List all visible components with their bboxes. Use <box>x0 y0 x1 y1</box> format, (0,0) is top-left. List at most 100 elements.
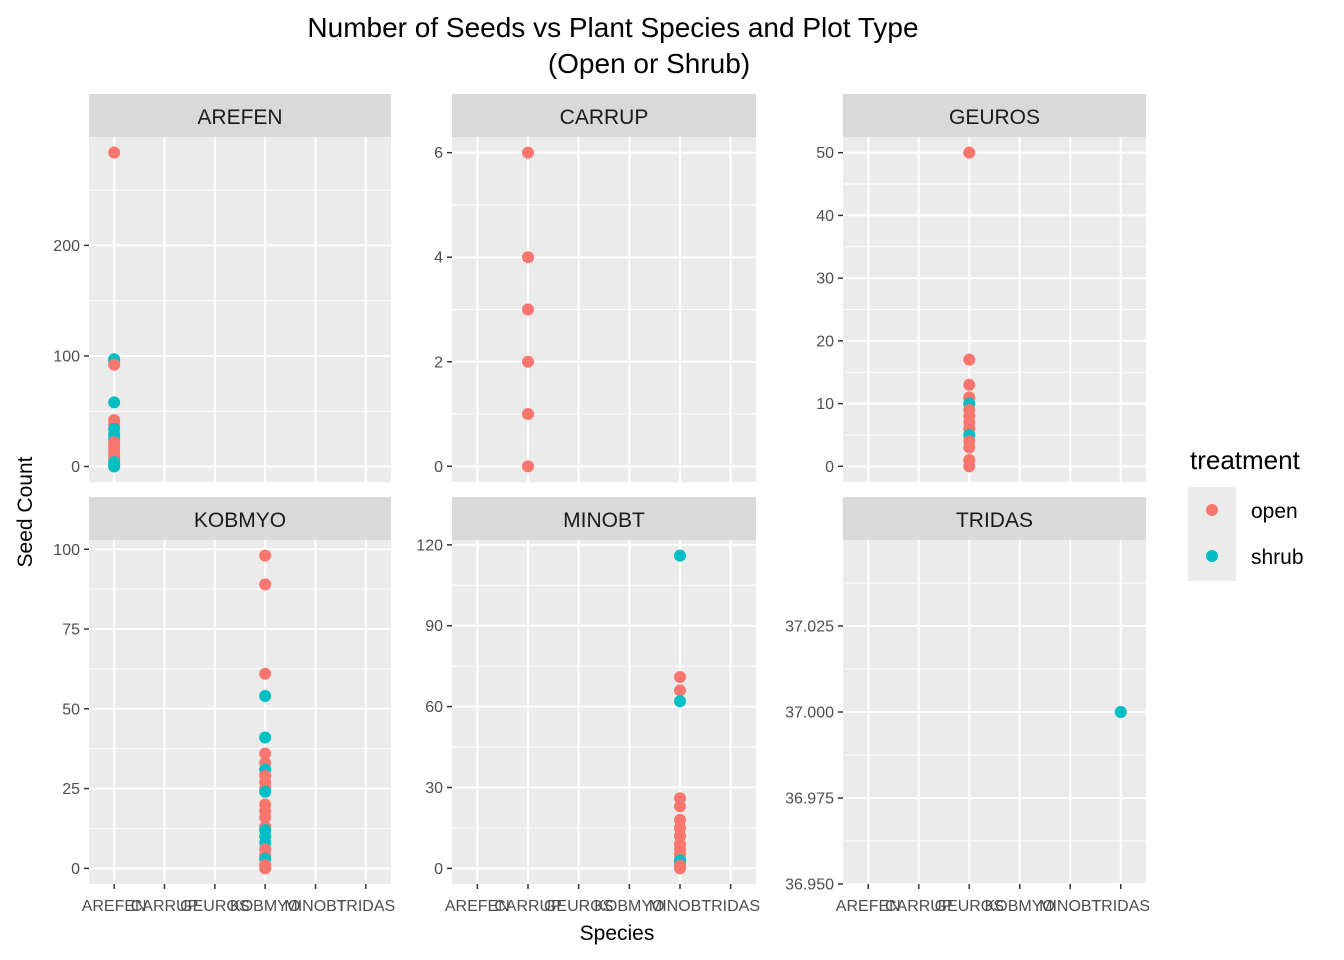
x-axis-title: Species <box>580 922 655 945</box>
y-tick-label: 2 <box>434 354 443 371</box>
strip-label-geuros: GEUROS <box>949 106 1040 129</box>
point-minobt-open <box>674 862 686 875</box>
point-kobmyo-shrub <box>259 690 272 703</box>
y-tick-label: 37.025 <box>785 619 834 636</box>
panel-minobt: MINOBT 0 30 60 90 120 AREFENCARRUPGEUROSKOBMYO… <box>416 497 760 915</box>
y-tick-label: 40 <box>816 208 834 225</box>
y-tick-label: 200 <box>53 238 80 255</box>
point-kobmyo-open <box>259 747 272 760</box>
panel-background-minobt <box>452 540 756 884</box>
x-tick-label: CARRUP <box>885 898 953 915</box>
y-tick-label: 10 <box>816 396 834 413</box>
panel-background-arefen <box>89 137 391 482</box>
y-axis-title: Seed Count <box>14 456 37 567</box>
legend-label-open: open <box>1251 500 1298 523</box>
strip-label-carrup: CARRUP <box>560 106 649 129</box>
y-tick-label: 120 <box>416 537 443 554</box>
strip-kobmyo <box>89 497 391 540</box>
strip-geuros <box>843 94 1146 137</box>
legend-label-shrub: shrub <box>1251 546 1304 569</box>
x-tick-label: GEUROS <box>544 898 613 915</box>
point-minobt-open <box>674 684 686 697</box>
strip-arefen <box>89 94 391 137</box>
y-tick-label: 50 <box>62 701 80 718</box>
x-tick-label: CARRUP <box>131 898 199 915</box>
panel-tridas: TRIDAS 36.950 36.975 37.000 37.025 AREFENCARR… <box>785 497 1150 915</box>
point-kobmyo-open <box>259 578 272 591</box>
x-tick-label: MINOBT <box>284 898 346 915</box>
point-carrup-open <box>522 355 534 368</box>
x-tick-label: TRIDAS <box>1091 898 1150 915</box>
legend-title: treatment <box>1190 445 1301 475</box>
strip-tridas <box>843 497 1146 540</box>
y-tick-label: 75 <box>62 622 80 639</box>
x-tick-label: GEUROS <box>935 898 1004 915</box>
legend-marker-shrub <box>1206 550 1218 562</box>
strip-label-tridas: TRIDAS <box>956 509 1033 532</box>
y-tick-label: 100 <box>53 348 80 365</box>
x-tick-label: AREFEN <box>82 898 147 915</box>
point-kobmyo-open <box>259 811 272 824</box>
y-tick-label: 30 <box>816 271 834 288</box>
point-minobt-shrub <box>674 549 686 562</box>
point-kobmyo-shrub <box>259 785 272 798</box>
point-carrup-open <box>522 146 534 159</box>
y-tick-label: 6 <box>434 145 443 162</box>
panel-geuros: GEUROS 0 10 20 30 40 50 <box>816 94 1146 482</box>
point-geuros-open <box>963 353 976 366</box>
panel-carrup: CARRUP 0 2 4 6 <box>434 94 756 482</box>
y-tick-label: 0 <box>434 861 443 878</box>
point-geuros-open <box>963 441 976 454</box>
point-carrup-open <box>522 460 534 473</box>
chart-title-line-2: (Open or Shrub) <box>548 48 750 79</box>
x-tick-label: KOBMYO <box>230 898 300 915</box>
y-tick-label: 0 <box>434 459 443 476</box>
y-tick-label: 20 <box>816 333 834 350</box>
strip-label-minobt: MINOBT <box>563 509 645 532</box>
y-tick-label: 90 <box>425 618 443 635</box>
y-tick-label: 37.000 <box>785 705 834 722</box>
legend-marker-open <box>1206 504 1218 516</box>
x-tick-label: TRIDAS <box>336 898 395 915</box>
point-minobt-shrub <box>674 695 686 708</box>
y-tick-label: 100 <box>53 542 80 559</box>
x-tick-label: AREFEN <box>836 898 901 915</box>
x-tick-label: TRIDAS <box>701 898 760 915</box>
x-tick-label: KOBMYO <box>985 898 1055 915</box>
legend: treatment open shrub <box>1188 445 1304 581</box>
point-arefen-open <box>108 146 121 159</box>
point-tridas-shrub <box>1114 706 1127 718</box>
panel-background-kobmyo <box>89 540 391 884</box>
strip-carrup <box>452 94 756 137</box>
panel-arefen: AREFEN 0 100 200 <box>53 94 391 482</box>
x-tick-label: AREFEN <box>445 898 510 915</box>
point-kobmyo-open <box>259 549 272 562</box>
point-minobt-open <box>674 670 686 683</box>
point-carrup-open <box>522 408 534 421</box>
y-tick-label: 25 <box>62 781 80 798</box>
y-tick-label: 0 <box>825 459 834 476</box>
y-tick-label: 60 <box>425 699 443 716</box>
point-geuros-open <box>963 460 976 473</box>
point-carrup-open <box>522 251 534 264</box>
x-tick-label: MINOBT <box>1039 898 1101 915</box>
strip-label-kobmyo: KOBMYO <box>194 509 286 532</box>
point-geuros-open <box>963 146 976 159</box>
point-carrup-open <box>522 303 534 316</box>
point-kobmyo-open <box>259 862 272 875</box>
y-tick-label: 30 <box>425 780 443 797</box>
y-tick-label: 36.975 <box>785 791 834 808</box>
chart-title-line-1: Number of Seeds vs Plant Species and Plo… <box>307 12 918 43</box>
y-tick-label: 0 <box>71 459 80 476</box>
point-geuros-open <box>963 378 976 391</box>
facet-panels: AREFEN 0 100 200 CARRUP 0 2 4 6 GEUROS 0 10 20 30 40 50… <box>53 94 1150 915</box>
y-tick-label: 36.950 <box>785 877 834 894</box>
strip-label-arefen: AREFEN <box>197 106 282 129</box>
strip-minobt <box>452 497 756 540</box>
point-arefen-shrub <box>108 460 121 473</box>
x-tick-label: CARRUP <box>494 898 562 915</box>
x-tick-label: GEUROS <box>180 898 249 915</box>
y-tick-label: 0 <box>71 861 80 878</box>
x-tick-label: KOBMYO <box>594 898 664 915</box>
